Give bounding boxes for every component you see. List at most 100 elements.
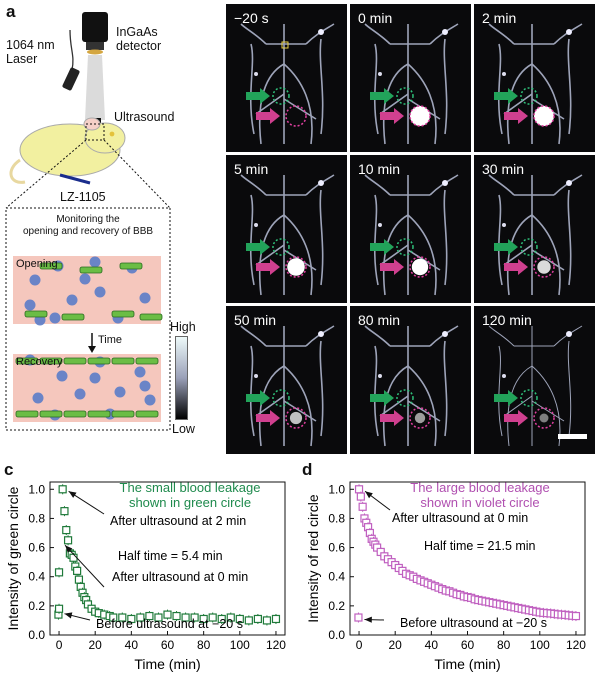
x-axis-label: Time (min) bbox=[134, 656, 200, 672]
vessel bbox=[258, 214, 285, 296]
green-roi-circle bbox=[272, 87, 290, 105]
colorbar-low-label: Low bbox=[172, 422, 195, 436]
vessel bbox=[382, 365, 409, 447]
x-tick-label: 120 bbox=[266, 638, 286, 652]
data-point bbox=[262, 616, 272, 625]
vasculature-image bbox=[488, 174, 583, 296]
vessel bbox=[443, 340, 448, 437]
x-tick-label: 20 bbox=[89, 638, 103, 652]
nanoparticle bbox=[139, 380, 151, 392]
y-tick-label: 0.6 bbox=[28, 541, 45, 555]
vessel bbox=[497, 194, 503, 286]
vessel bbox=[319, 340, 324, 437]
vessel bbox=[497, 43, 503, 135]
data-point bbox=[356, 492, 365, 501]
endothelial-cell bbox=[24, 310, 48, 318]
leakage-blob bbox=[411, 258, 429, 276]
vessel bbox=[407, 214, 437, 296]
violet-roi-circle bbox=[533, 256, 555, 278]
violet-roi-circle bbox=[409, 105, 431, 127]
vessel bbox=[531, 63, 561, 145]
violet-roi-circle bbox=[285, 407, 307, 429]
data-point bbox=[136, 613, 145, 622]
data-point bbox=[271, 614, 281, 624]
inset-particles bbox=[15, 256, 163, 421]
tile-timepoint-label: 80 min bbox=[358, 312, 401, 328]
vessel bbox=[531, 214, 561, 296]
x-tick-label: 40 bbox=[125, 638, 139, 652]
endothelial-cell bbox=[111, 410, 135, 418]
vessel bbox=[379, 395, 409, 417]
green-arrow bbox=[494, 88, 518, 104]
y-tick-label: 0.4 bbox=[328, 570, 345, 584]
x-tick-label: 120 bbox=[566, 638, 586, 652]
data-point bbox=[60, 507, 69, 516]
data-point bbox=[208, 613, 217, 622]
tile-timepoint-label: 50 min bbox=[234, 312, 277, 328]
data-point bbox=[354, 613, 363, 622]
time-label: Time bbox=[98, 334, 123, 346]
vessel bbox=[364, 23, 391, 45]
nanoparticle bbox=[114, 386, 126, 398]
green-arrow bbox=[246, 88, 270, 104]
green-roi-circle bbox=[520, 238, 538, 256]
leakage-blob bbox=[289, 411, 303, 425]
detector-label: InGaAs detector bbox=[116, 25, 162, 53]
endothelial-cell bbox=[87, 410, 111, 418]
green-roi-circle bbox=[396, 87, 414, 105]
magenta-arrow bbox=[256, 410, 280, 426]
vessel bbox=[283, 365, 313, 447]
x-tick-label: 100 bbox=[530, 638, 550, 652]
bright-spot bbox=[254, 72, 258, 76]
vessel-network bbox=[488, 325, 583, 447]
annotation-arrowhead bbox=[65, 545, 73, 553]
brain-image-tile: 2 min bbox=[474, 4, 595, 152]
vasculature-image bbox=[240, 174, 335, 296]
vessel bbox=[407, 365, 437, 447]
laser-fiber bbox=[69, 29, 74, 71]
probe-label: LZ-1105 bbox=[60, 190, 106, 204]
data-point bbox=[253, 614, 262, 624]
vessel bbox=[488, 174, 515, 196]
bright-spot bbox=[502, 223, 506, 227]
data-point bbox=[54, 568, 64, 577]
green-arrow bbox=[370, 239, 394, 255]
vessel bbox=[364, 174, 391, 196]
bright-spot bbox=[318, 331, 324, 337]
vessel bbox=[249, 194, 255, 286]
vessel bbox=[407, 400, 441, 422]
annotation-arrow bbox=[64, 544, 105, 588]
magenta-arrow bbox=[504, 108, 528, 124]
bright-spot bbox=[566, 180, 572, 186]
vessel-network bbox=[364, 23, 459, 145]
green-arrow bbox=[494, 239, 518, 255]
bright-spot bbox=[254, 374, 258, 378]
data-point bbox=[62, 525, 71, 535]
endothelial-cell bbox=[61, 313, 85, 321]
vasculature-image bbox=[240, 23, 335, 145]
vasculature-image bbox=[240, 325, 335, 447]
y-tick-label: 0.0 bbox=[328, 628, 345, 642]
data-point bbox=[63, 536, 73, 545]
light-cone bbox=[85, 55, 105, 120]
chart-d: 0 20 40 60 80 100 120 0.0 0.2 0.4 0.6 0.8 1.0 Time (m… bbox=[300, 460, 600, 678]
nanoparticle bbox=[94, 286, 106, 298]
endothelial-cell bbox=[63, 410, 87, 418]
x-tick-label: 40 bbox=[425, 638, 439, 652]
y-tick-label: 0.0 bbox=[28, 628, 45, 642]
leakage-blob bbox=[539, 413, 549, 423]
ultrasound-label: Ultrasound bbox=[114, 110, 175, 124]
annotation-arrowhead bbox=[68, 491, 77, 498]
series-annotation: The large blood leakage bbox=[410, 480, 550, 495]
green-roi-circle bbox=[520, 87, 538, 105]
data-point bbox=[354, 485, 364, 494]
panel-label-d: d bbox=[302, 460, 313, 479]
time-arrow-head bbox=[88, 346, 96, 353]
endothelial-cell bbox=[135, 410, 159, 418]
nanoparticle bbox=[89, 256, 101, 268]
green-roi-circle bbox=[272, 389, 290, 407]
data-point bbox=[571, 611, 581, 621]
colorbar-high-label: High bbox=[170, 320, 196, 334]
bright-spot bbox=[566, 331, 572, 337]
vessel bbox=[249, 43, 255, 135]
